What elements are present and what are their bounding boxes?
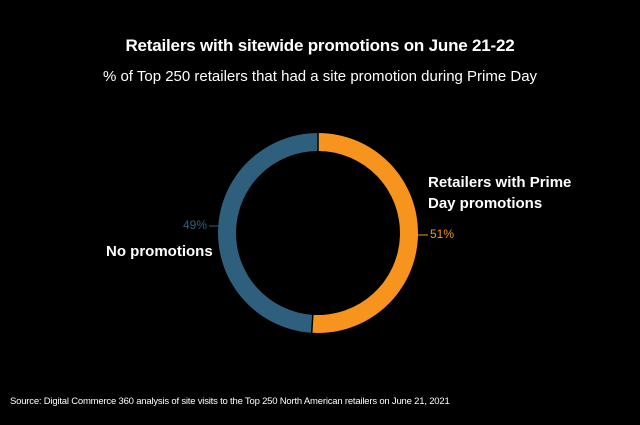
slice-label-no-promotions: No promotions (106, 243, 213, 260)
data-label-promotions: 51% (430, 227, 454, 241)
data-label-no-promotions: 49% (183, 218, 207, 232)
slice-separator-1 (310, 313, 314, 334)
chart-subtitle: % of Top 250 retailers that had a site p… (102, 68, 538, 85)
slice-label-promotions: Retailers with Prime Day promotions (428, 174, 572, 212)
chart-title: Retailers with sitewide promotions on Ju… (125, 36, 515, 55)
slice-no-promotions (217, 133, 318, 333)
slice-promotions (311, 133, 418, 333)
source-note: Source: Digital Commerce 360 analysis of… (10, 396, 450, 407)
